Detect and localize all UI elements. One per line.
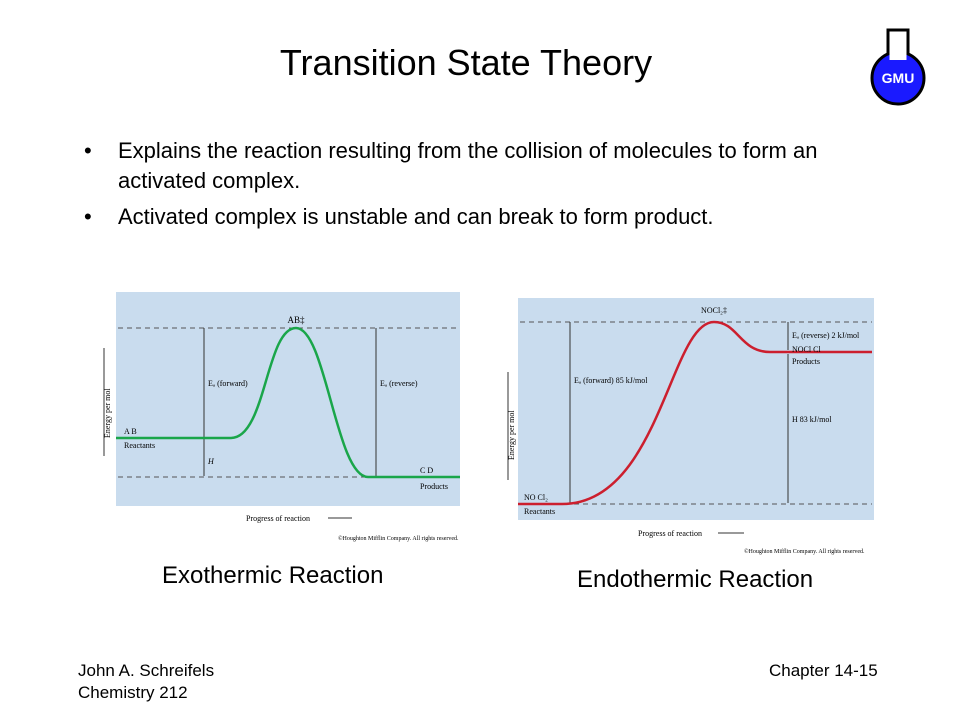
products-species: C D <box>420 466 433 475</box>
bullet-text: Explains the reaction resulting from the… <box>118 138 818 193</box>
reactants-label: Reactants <box>524 507 555 516</box>
exothermic-caption: Exothermic Reaction <box>162 562 384 589</box>
ea-forward-label: Eₐ (forward) 85 kJ/mol <box>574 376 648 385</box>
energy-curve <box>518 320 872 506</box>
flask-icon <box>870 28 926 106</box>
bullet-item: • Explains the reaction resulting from t… <box>78 136 898 196</box>
delta-h-label: H 83 kJ/mol <box>792 415 832 424</box>
products-label: Products <box>420 482 448 491</box>
y-axis-label: Energy per mol <box>507 410 516 460</box>
bullet-marker: • <box>84 204 92 229</box>
ea-forward-label: Eₐ (forward) <box>208 379 248 388</box>
bullet-text: Activated complex is unstable and can br… <box>118 204 714 229</box>
footer-author: John A. Schreifels <box>78 661 215 680</box>
products-label: Products <box>792 357 820 366</box>
ea-reverse-label: Eₐ (reverse) <box>380 379 418 388</box>
slide-title: Transition State Theory <box>279 42 653 83</box>
endothermic-caption: Endothermic Reaction <box>577 566 814 593</box>
peak-label: AB‡ <box>287 315 305 325</box>
y-axis-label: Energy per mol <box>103 388 112 438</box>
footer-chapter: Chapter 14-15 <box>769 661 878 680</box>
peak-label: NOCl₂‡ <box>701 306 727 315</box>
bullet-item: • Activated complex is unstable and can … <box>78 202 898 232</box>
reactants-species: NO Cl₂ <box>524 493 548 502</box>
delta-h-label: H <box>207 457 215 466</box>
footer-course: Chemistry 212 <box>78 683 188 702</box>
reactants-label: Reactants <box>124 441 155 450</box>
exothermic-diagram: AB‡ Energy per mol A B Reactants Eₐ (for… <box>103 292 460 542</box>
x-axis-label: Progress of reaction <box>246 514 310 523</box>
copyright-text: ©Houghton Mifflin Company. All rights re… <box>744 548 865 555</box>
reactants-species: A B <box>124 427 137 436</box>
bullet-marker: • <box>84 138 92 163</box>
gmu-logo-text: GMU <box>882 70 915 86</box>
footer-author-block: John A. Schreifels Chemistry 212 <box>78 660 214 704</box>
x-axis-label: Progress of reaction <box>638 529 702 538</box>
products-species: NOCl Cl <box>792 345 821 354</box>
endothermic-diagram: NOCl₂‡ Energy per mol Eₐ (forward) 85 kJ… <box>507 298 874 555</box>
ea-reverse-label: Eₐ (reverse) 2 kJ/mol <box>792 331 860 340</box>
copyright-text: ©Houghton Mifflin Company. All rights re… <box>338 535 459 542</box>
bullet-list: • Explains the reaction resulting from t… <box>78 136 898 238</box>
energy-curve <box>116 326 460 479</box>
gmu-flask-logo: GMU <box>870 28 926 106</box>
